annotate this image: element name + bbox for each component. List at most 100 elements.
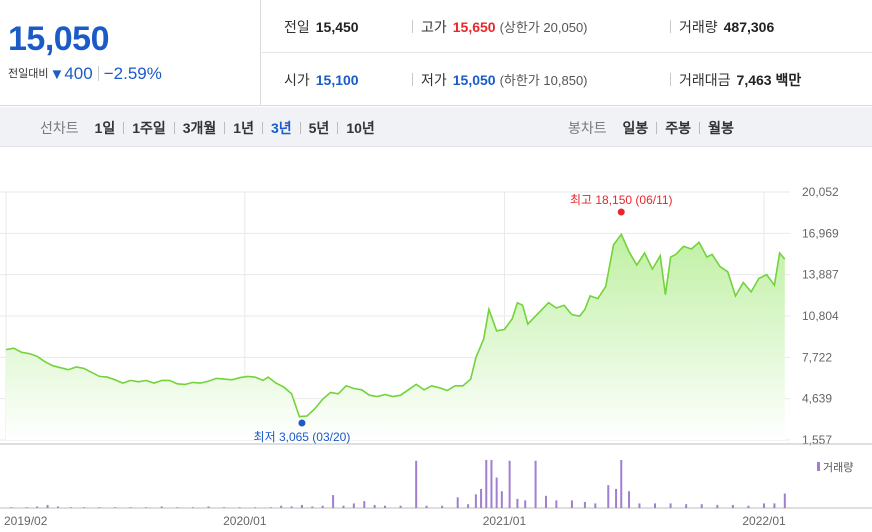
volume-legend-swatch [817,462,820,471]
volume-bar-56 [654,503,657,508]
line-period-6[interactable]: 10년 [346,120,375,136]
volume-bar-49 [583,501,586,508]
line-period-0[interactable]: 1일 [94,120,116,136]
line-period-4[interactable]: 3년 [270,120,292,136]
price-line [5,232,786,418]
price-chart: 20,052 16,969 13,887 10,804 7,722 4,639 1,557 최… [0,148,872,532]
volume-cell: 거래량 487,306 [670,17,774,37]
volume-legend: 거래량 [823,461,853,474]
quote-panel: 15,050 전일대비▼400 −2.59% 전일 15,450 고가 15,650(… [0,0,872,106]
high-cell: 고가 15,650 (상한가 20,050) [412,17,588,37]
volume-bar-36 [474,494,477,508]
volume-value: 487,306 [723,19,775,35]
volume-bar-27 [363,501,366,508]
amount-cell: 거래대금 7,463 백만 [670,70,801,90]
volume-bar-15 [223,507,226,508]
volume-bar-25 [342,505,345,508]
y-tick-label-6: 1,557 [802,433,832,447]
volume-bar-57 [669,503,672,508]
amount-value: 7,463 백만 [736,72,802,88]
price-box: 15,050 전일대비▼400 −2.59% [0,0,261,106]
candle-period-0[interactable]: 일봉 [622,120,649,136]
line-period-3[interactable]: 1년 [233,120,254,136]
volume-bar-2 [36,506,39,508]
volume-bar-50 [594,503,597,508]
volume-bar-45 [534,460,537,508]
volume-bar-34 [456,497,459,508]
volume-bar-61 [731,504,734,508]
volume-bar-54 [628,491,631,508]
x-tick-label-1: 2020/01 [223,514,267,528]
change-line: 전일대비▼400 −2.59% [8,64,162,84]
volume-bar-12 [176,507,179,508]
line-period-2[interactable]: 3개월 [182,120,217,136]
volume-bar-52 [615,488,618,508]
volume-bar-40 [495,477,498,508]
down-triangle-icon: ▼ [49,66,65,83]
volume-bar-63 [763,503,766,508]
price-chart-svg: 20,052 16,969 13,887 10,804 7,722 4,639 1,557 최… [0,185,872,528]
period-divider [337,122,339,134]
volume-bar-41 [500,491,503,508]
volume-bar-43 [516,498,519,508]
y-tick-label-3: 10,804 [802,309,839,323]
line-period-1[interactable]: 1주일 [132,120,166,136]
high-label: 고가 [421,19,447,35]
x-tick-label-3: 2022/01 [742,514,786,528]
period-divider [656,122,658,134]
y-tick-label-5: 4,639 [802,392,832,406]
period-divider [699,122,701,134]
candle-chart-label: 봉차트 [568,120,607,136]
volume-bar-38 [485,460,488,508]
low-label: 저가 [421,72,447,88]
volume-bar-24 [332,495,335,508]
line-period-5[interactable]: 5년 [308,120,330,136]
volume-bar-4 [56,506,59,508]
volume-bar-65 [783,493,786,508]
high-value: 15,650 [452,19,496,35]
max-point-marker [617,208,625,216]
volume-bar-51 [607,485,610,508]
volume-bar-22 [311,506,314,508]
change-divider [97,66,99,81]
volume-bar-55 [638,503,641,508]
cell-divider [670,20,671,33]
volume-bar-62 [747,505,750,508]
change-percent: −2.59% [103,64,162,83]
volume-bar-26 [352,503,355,508]
volume-bar-35 [467,504,470,508]
line-chart-periods: 선차트 1일 1주일 3개월 1년 3년 5년 10년 [40,118,375,138]
candle-chart-periods: 봉차트 일봉 주봉 월봉 [568,118,734,138]
x-tick-label-0: 2019/02 [4,514,48,528]
min-point-marker [298,419,306,427]
volume-bar-23 [321,505,324,508]
volume-label: 거래량 [679,19,718,35]
volume-bar-46 [544,495,547,508]
period-divider [173,122,175,134]
volume-bar-0 [10,507,13,508]
y-tick-label-0: 20,052 [802,185,839,199]
volume-bar-28 [373,504,376,508]
prev-close-value: 15,450 [315,19,359,35]
volume-bar-20 [290,506,293,508]
volume-bar-58 [685,504,688,508]
low-value: 15,050 [452,72,496,88]
line-chart-label: 선차트 [40,120,79,136]
change-amount: 400 [64,64,93,83]
max-label: 최고 18,150 (06/11) [570,193,673,207]
volume-bar-14 [207,506,210,508]
period-bar: 선차트 1일 1주일 3개월 1년 3년 5년 10년 봉차트 일봉 주봉 월봉 [0,107,872,147]
volume-bar-6 [82,507,85,508]
quote-row-2: 시가 15,100 저가 15,050 (하한가 10,850) 거래대금 7,463 … [262,53,872,106]
y-tick-label-4: 7,722 [802,350,832,364]
volume-bar-10 [145,507,148,508]
cell-divider [412,73,413,86]
candle-period-2[interactable]: 월봉 [708,120,734,136]
volume-bar-11 [160,506,163,508]
price-area [6,234,785,440]
min-label: 최저 3,065 (03/20) [254,430,351,444]
open-cell: 시가 15,100 [284,70,359,90]
low-cell: 저가 15,050 (하한가 10,850) [412,70,588,90]
candle-period-1[interactable]: 주봉 [665,120,692,136]
volume-bar-1 [25,507,28,508]
